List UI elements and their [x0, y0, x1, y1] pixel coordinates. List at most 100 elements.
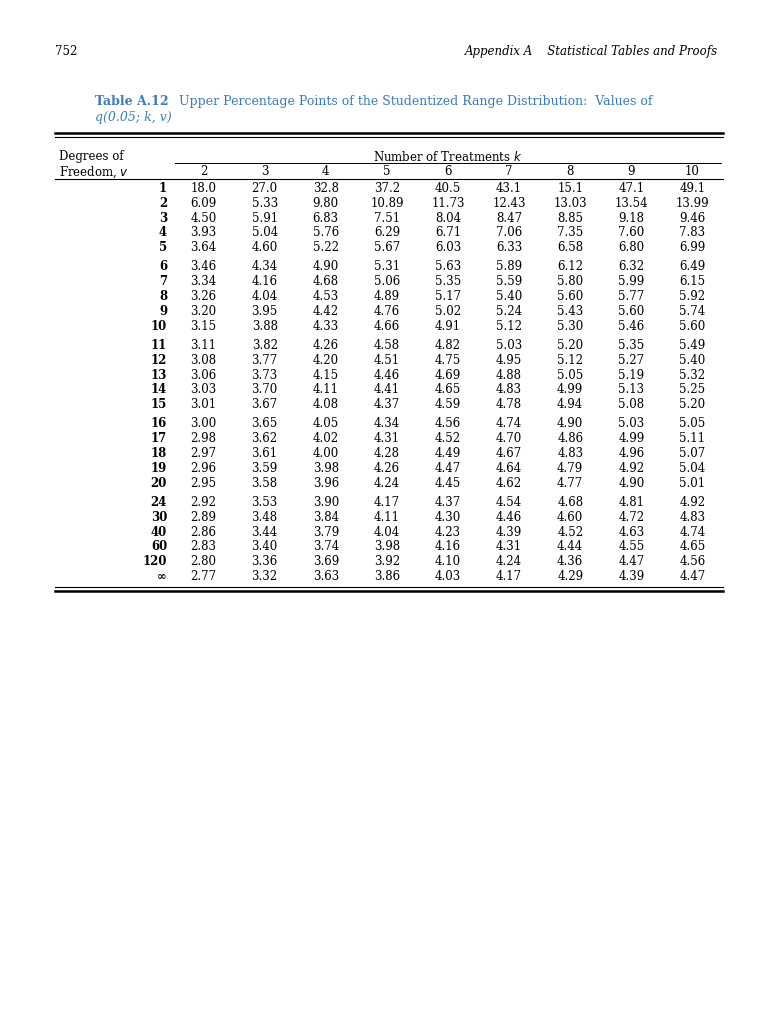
Text: 4.02: 4.02 — [313, 432, 339, 445]
Text: 19: 19 — [151, 462, 167, 475]
Text: 3.40: 3.40 — [252, 541, 278, 553]
Text: 5.74: 5.74 — [680, 305, 706, 317]
Text: 4.54: 4.54 — [496, 496, 522, 509]
Text: 5.80: 5.80 — [557, 275, 583, 288]
Text: 4.34: 4.34 — [252, 260, 278, 273]
Text: 2.98: 2.98 — [190, 432, 217, 445]
Text: 5.40: 5.40 — [496, 290, 522, 303]
Text: 18.0: 18.0 — [190, 182, 217, 195]
Text: 6.32: 6.32 — [618, 260, 644, 273]
Text: 4.55: 4.55 — [618, 541, 644, 553]
Text: 4.52: 4.52 — [557, 525, 583, 539]
Text: 5.46: 5.46 — [618, 319, 644, 333]
Text: 3.92: 3.92 — [374, 555, 400, 568]
Text: 4.91: 4.91 — [435, 319, 461, 333]
Text: 4.82: 4.82 — [435, 339, 461, 352]
Text: 4: 4 — [159, 226, 167, 240]
Text: 4.90: 4.90 — [313, 260, 339, 273]
Text: 5.07: 5.07 — [680, 447, 706, 460]
Text: 5.25: 5.25 — [680, 383, 706, 396]
Text: Appendix A    Statistical Tables and Proofs: Appendix A Statistical Tables and Proofs — [465, 45, 718, 58]
Text: Freedom, $v$: Freedom, $v$ — [59, 165, 129, 180]
Text: 10: 10 — [685, 165, 700, 178]
Text: 5.76: 5.76 — [313, 226, 339, 240]
Text: 4.47: 4.47 — [618, 555, 644, 568]
Text: 4.31: 4.31 — [374, 432, 400, 445]
Text: 16: 16 — [151, 418, 167, 430]
Text: 15: 15 — [151, 398, 167, 411]
Text: 11.73: 11.73 — [432, 197, 465, 210]
Text: 5.60: 5.60 — [618, 305, 644, 317]
Text: 3.48: 3.48 — [252, 511, 278, 523]
Text: 4.29: 4.29 — [557, 570, 583, 583]
Text: 5: 5 — [383, 165, 391, 178]
Text: 8.47: 8.47 — [496, 212, 522, 224]
Text: 4.04: 4.04 — [374, 525, 400, 539]
Text: 4.15: 4.15 — [313, 369, 339, 382]
Text: 3.82: 3.82 — [252, 339, 278, 352]
Text: 4.67: 4.67 — [496, 447, 522, 460]
Text: 3.03: 3.03 — [190, 383, 217, 396]
Text: 5.35: 5.35 — [618, 339, 644, 352]
Text: 4.39: 4.39 — [618, 570, 644, 583]
Text: 5.03: 5.03 — [618, 418, 644, 430]
Text: 6.58: 6.58 — [557, 241, 583, 254]
Text: 5: 5 — [159, 241, 167, 254]
Text: 6.99: 6.99 — [680, 241, 706, 254]
Text: 3.06: 3.06 — [190, 369, 217, 382]
Text: 3.53: 3.53 — [252, 496, 278, 509]
Text: 5.91: 5.91 — [252, 212, 278, 224]
Text: 60: 60 — [151, 541, 167, 553]
Text: 6.33: 6.33 — [496, 241, 522, 254]
Text: 4.76: 4.76 — [374, 305, 400, 317]
Text: 4.42: 4.42 — [313, 305, 339, 317]
Text: 3.15: 3.15 — [190, 319, 217, 333]
Text: 4.24: 4.24 — [496, 555, 522, 568]
Text: 4.04: 4.04 — [252, 290, 278, 303]
Text: 752: 752 — [55, 45, 78, 58]
Text: 4.46: 4.46 — [374, 369, 400, 382]
Text: 8.85: 8.85 — [558, 212, 583, 224]
Text: 37.2: 37.2 — [374, 182, 400, 195]
Text: 4.83: 4.83 — [557, 447, 583, 460]
Text: 4.10: 4.10 — [435, 555, 461, 568]
Text: 5.05: 5.05 — [680, 418, 706, 430]
Text: 4.69: 4.69 — [435, 369, 461, 382]
Text: 30: 30 — [151, 511, 167, 523]
Text: 3.79: 3.79 — [313, 525, 339, 539]
Text: 3.34: 3.34 — [190, 275, 217, 288]
Text: 2: 2 — [159, 197, 167, 210]
Text: 9.80: 9.80 — [313, 197, 339, 210]
Text: 12: 12 — [151, 353, 167, 367]
Text: 3.88: 3.88 — [252, 319, 278, 333]
Text: 6.71: 6.71 — [435, 226, 461, 240]
Text: 14: 14 — [151, 383, 167, 396]
Text: 3.46: 3.46 — [190, 260, 217, 273]
Text: 3.67: 3.67 — [252, 398, 278, 411]
Text: 27.0: 27.0 — [252, 182, 278, 195]
Text: 3.74: 3.74 — [313, 541, 339, 553]
Text: 5.19: 5.19 — [618, 369, 644, 382]
Text: 3: 3 — [159, 212, 167, 224]
Text: 5.30: 5.30 — [557, 319, 584, 333]
Text: 6.83: 6.83 — [313, 212, 339, 224]
Text: 3.86: 3.86 — [374, 570, 400, 583]
Text: 9.18: 9.18 — [618, 212, 644, 224]
Text: 4.23: 4.23 — [435, 525, 461, 539]
Text: 4.90: 4.90 — [557, 418, 584, 430]
Text: 4.92: 4.92 — [618, 462, 644, 475]
Text: 43.1: 43.1 — [496, 182, 522, 195]
Text: 7.06: 7.06 — [496, 226, 522, 240]
Text: 6.03: 6.03 — [435, 241, 461, 254]
Text: 5.32: 5.32 — [680, 369, 706, 382]
Text: 9.46: 9.46 — [680, 212, 706, 224]
Text: 5.20: 5.20 — [680, 398, 706, 411]
Text: 4.47: 4.47 — [435, 462, 461, 475]
Text: 4.50: 4.50 — [190, 212, 217, 224]
Text: 5.02: 5.02 — [435, 305, 461, 317]
Text: 13.99: 13.99 — [676, 197, 710, 210]
Text: 5.40: 5.40 — [680, 353, 706, 367]
Text: Table A.12: Table A.12 — [95, 95, 169, 108]
Text: 6.29: 6.29 — [374, 226, 400, 240]
Text: 3.63: 3.63 — [313, 570, 339, 583]
